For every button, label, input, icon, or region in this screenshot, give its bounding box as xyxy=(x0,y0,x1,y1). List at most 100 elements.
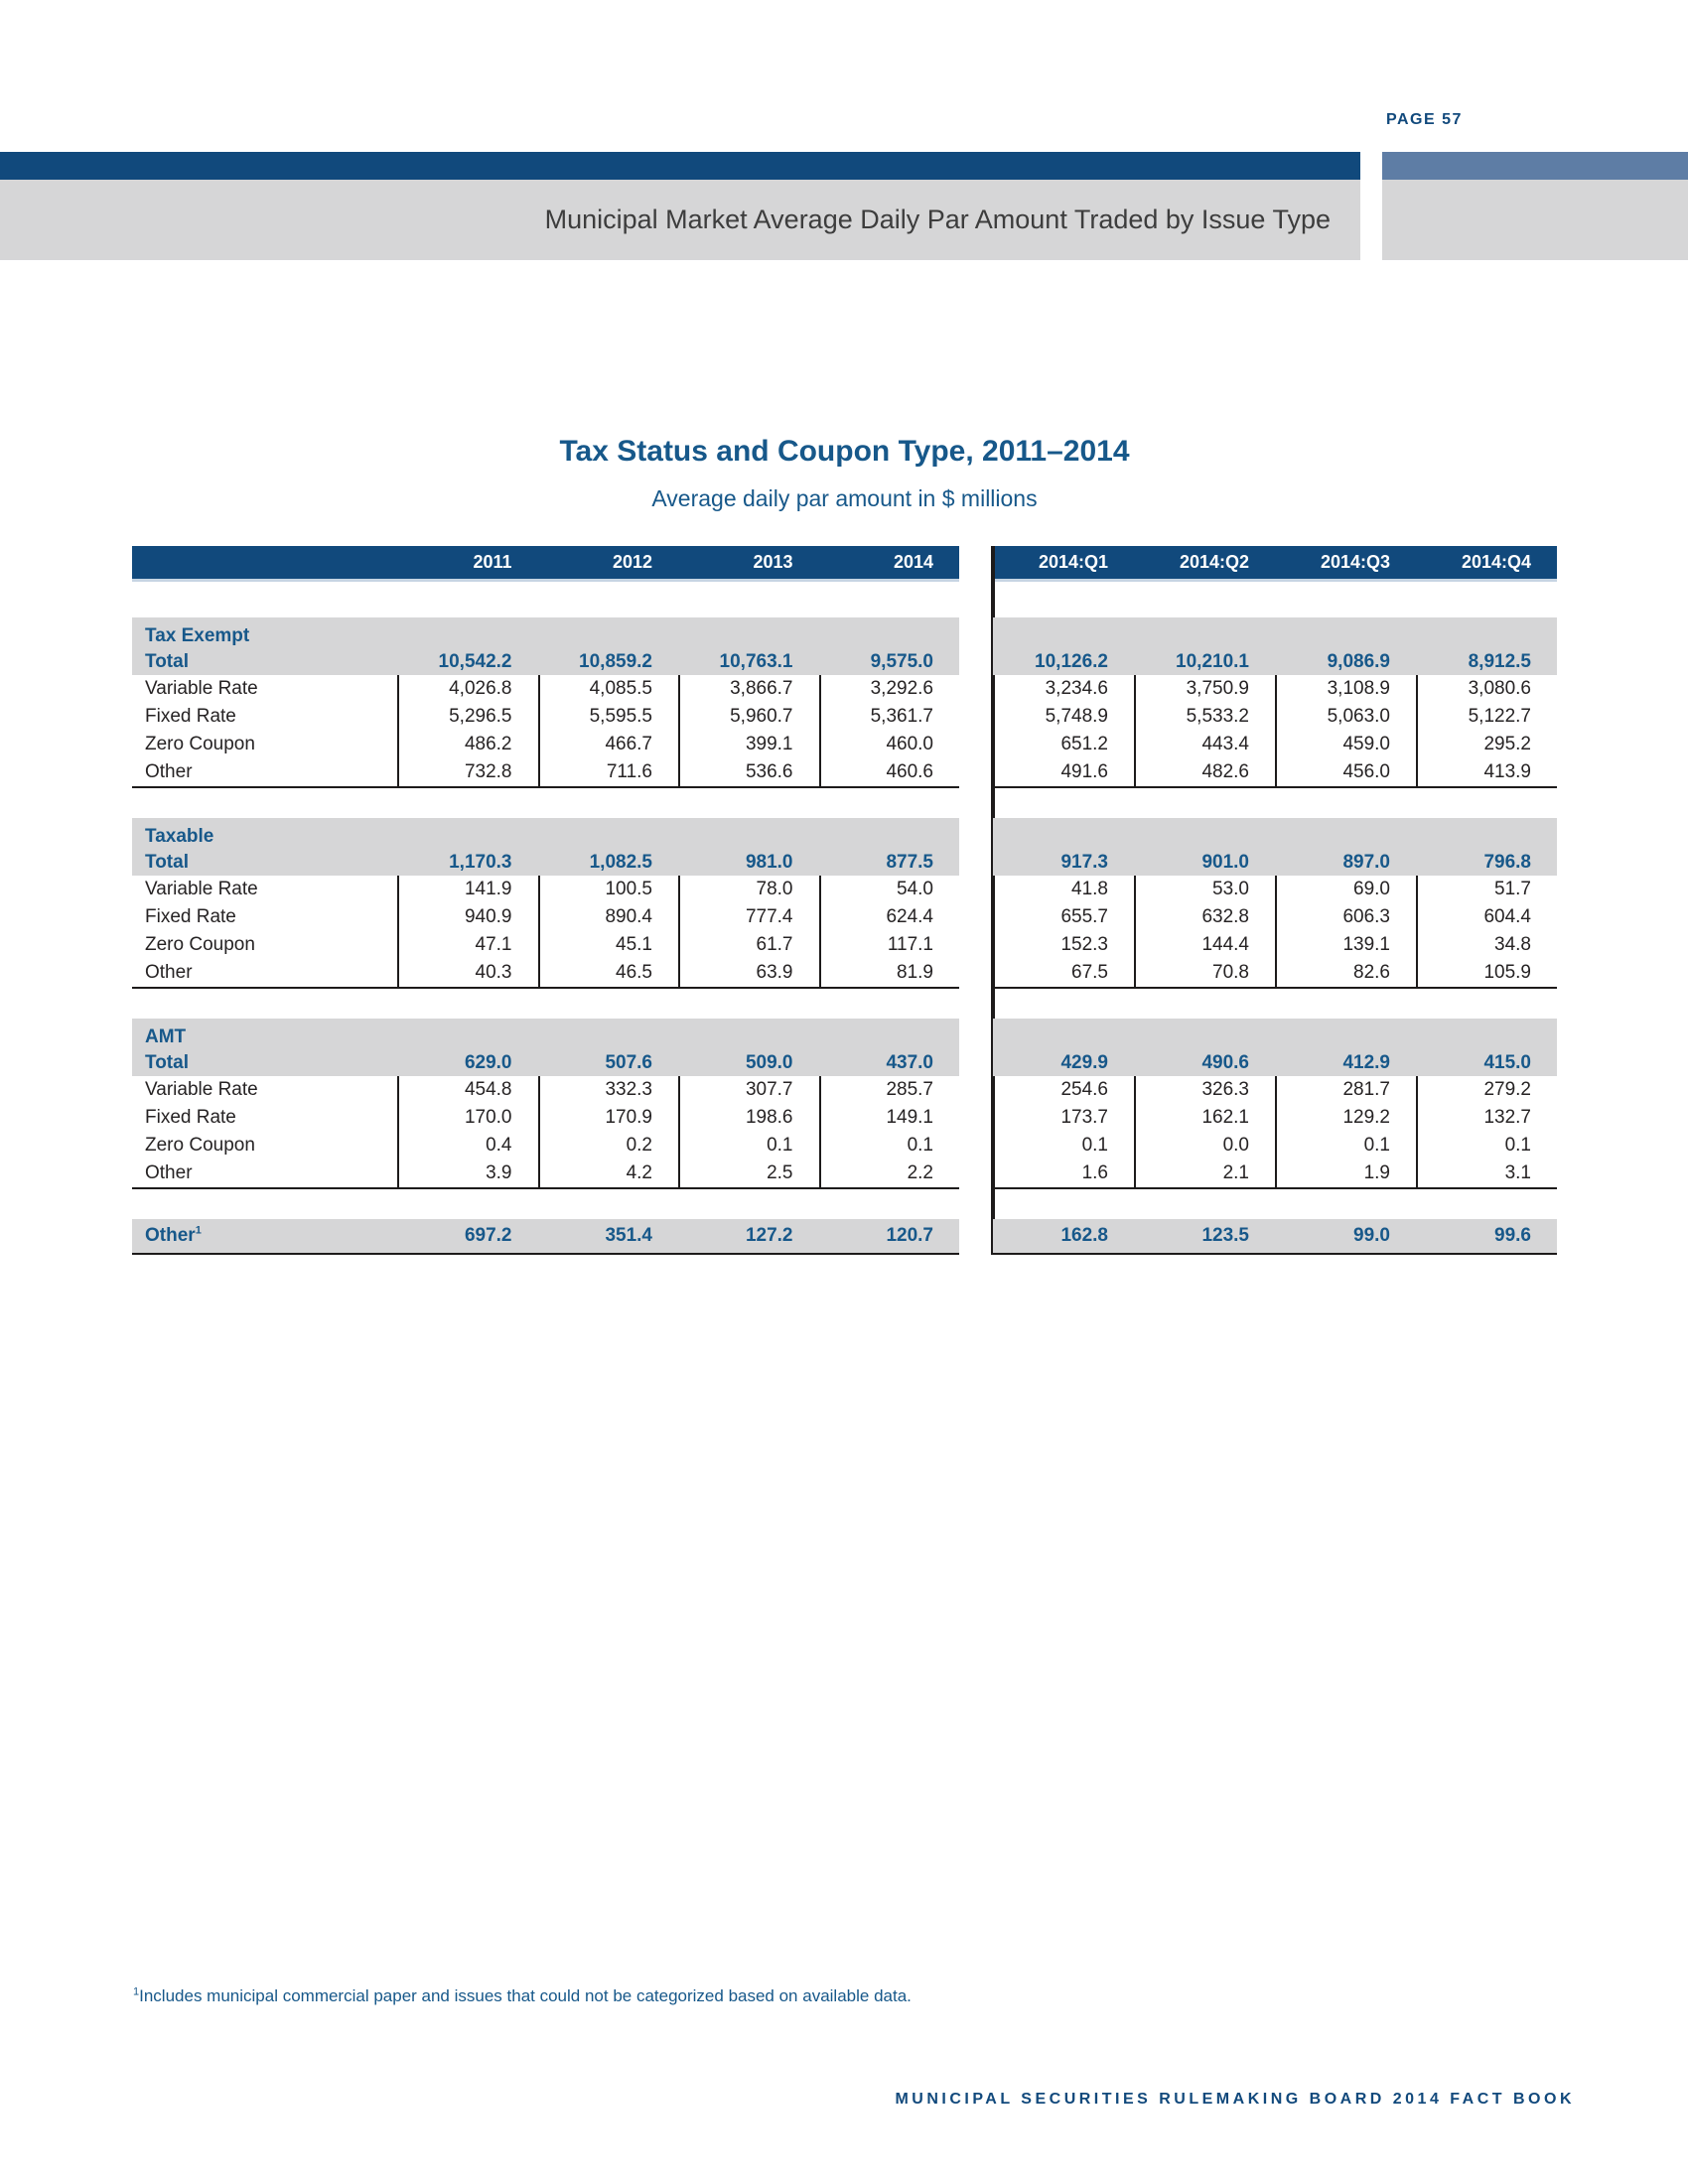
total-cell: 1,082.5 xyxy=(589,852,652,873)
total-cell: 796.8 xyxy=(1483,852,1531,873)
section-name: AMT xyxy=(145,1026,187,1047)
total-cell: 897.0 xyxy=(1342,852,1390,873)
row-label: Zero Coupon xyxy=(145,934,255,955)
value-cell: 170.0 xyxy=(397,1104,538,1132)
value-cell: 632.8 xyxy=(1134,903,1275,931)
value-cell: 78.0 xyxy=(678,876,819,903)
value-cell: 655.7 xyxy=(1060,906,1108,927)
total-cell: 415.0 xyxy=(1483,1052,1531,1073)
footnote-marker: 1 xyxy=(133,1985,140,1998)
value-cell: 3,866.7 xyxy=(678,675,819,703)
value-cell: 711.6 xyxy=(537,758,679,786)
section-bottom-rule xyxy=(132,1187,1557,1189)
column-gap xyxy=(959,648,993,675)
value-cell: 51.7 xyxy=(1416,876,1557,903)
total-cell: 981.0 xyxy=(745,852,793,873)
value-cell: 0.2 xyxy=(537,1132,679,1160)
total-cell: 123.5 xyxy=(1201,1225,1249,1246)
value-cell: 460.0 xyxy=(818,731,960,758)
band-background xyxy=(132,1019,959,1076)
value-cell: 466.7 xyxy=(537,731,679,758)
value-cell: 285.7 xyxy=(818,1076,960,1104)
value-cell: 61.7 xyxy=(678,931,819,959)
header-title-band-right xyxy=(1382,180,1688,260)
value-cell: 281.7 xyxy=(1275,1076,1416,1104)
section-band-taxable: Taxable Total 1,170.3 1,082.5 981.0 877.… xyxy=(132,818,1557,876)
value-cell: 3,234.6 xyxy=(1045,678,1108,699)
value-cell: 604.4 xyxy=(1416,903,1557,931)
year-header: 2012 xyxy=(537,546,678,582)
table-row: Variable Rate 4,026.8 4,085.5 3,866.7 3,… xyxy=(132,675,1557,703)
quarter-header: 2014:Q1 xyxy=(993,546,1134,582)
value-cell: 2.2 xyxy=(818,1160,960,1187)
value-cell: 141.9 xyxy=(397,876,538,903)
value-cell: 139.1 xyxy=(1275,931,1416,959)
row-label: Fixed Rate xyxy=(145,1107,236,1128)
row-label: Zero Coupon xyxy=(145,734,255,754)
value-cell: 491.6 xyxy=(1060,761,1108,782)
value-cell: 3,292.6 xyxy=(818,675,960,703)
header-spacer xyxy=(132,546,397,582)
column-gap xyxy=(959,959,993,987)
row-label: Variable Rate xyxy=(145,678,258,699)
table-row: Fixed Rate 940.9 890.4 777.4 624.4 655.7… xyxy=(132,903,1557,931)
total-cell: 412.9 xyxy=(1342,1052,1390,1073)
total-label: Total xyxy=(145,1052,189,1073)
value-cell: 1.9 xyxy=(1275,1160,1416,1187)
value-cell: 45.1 xyxy=(537,931,679,959)
value-cell: 149.1 xyxy=(818,1104,960,1132)
total-cell: 99.0 xyxy=(1353,1225,1390,1246)
value-cell: 152.3 xyxy=(1060,934,1108,955)
band-background xyxy=(132,818,959,876)
section-name: Taxable xyxy=(145,826,214,847)
year-header: 2013 xyxy=(678,546,819,582)
row-label: Variable Rate xyxy=(145,1079,258,1100)
column-gap xyxy=(959,758,993,786)
value-cell: 482.6 xyxy=(1134,758,1275,786)
value-cell: 0.4 xyxy=(397,1132,538,1160)
value-cell: 5,595.5 xyxy=(537,703,679,731)
spacer xyxy=(132,989,1557,1019)
value-cell: 144.4 xyxy=(1134,931,1275,959)
table-row: Other 732.8 711.6 536.6 460.6 491.6 482.… xyxy=(132,758,1557,786)
total-cell: 10,859.2 xyxy=(579,651,652,672)
value-cell: 295.2 xyxy=(1416,731,1557,758)
value-cell: 5,533.2 xyxy=(1134,703,1275,731)
total-cell: 351.4 xyxy=(605,1225,652,1246)
value-cell: 5,122.7 xyxy=(1416,703,1557,731)
total-cell: 1,170.3 xyxy=(449,852,512,873)
value-cell: 443.4 xyxy=(1134,731,1275,758)
value-cell: 0.1 xyxy=(1081,1135,1108,1156)
value-cell: 100.5 xyxy=(537,876,679,903)
value-cell: 777.4 xyxy=(678,903,819,931)
value-cell: 459.0 xyxy=(1275,731,1416,758)
value-cell: 5,960.7 xyxy=(678,703,819,731)
section-bottom-rule xyxy=(132,786,1557,788)
value-cell: 41.8 xyxy=(1071,879,1108,899)
value-cell: 129.2 xyxy=(1275,1104,1416,1132)
value-cell: 460.6 xyxy=(818,758,960,786)
total-cell: 697.2 xyxy=(464,1225,512,1246)
value-cell: 40.3 xyxy=(397,959,538,987)
total-cell: 9,086.9 xyxy=(1327,651,1390,672)
value-cell: 651.2 xyxy=(1060,734,1108,754)
value-cell: 2.1 xyxy=(1134,1160,1275,1187)
total-cell: 437.0 xyxy=(886,1052,933,1073)
value-cell: 46.5 xyxy=(537,959,679,987)
value-cell: 132.7 xyxy=(1416,1104,1557,1132)
year-header: 2014 xyxy=(818,546,959,582)
band-background xyxy=(993,617,1557,675)
value-cell: 332.3 xyxy=(537,1076,679,1104)
table-title: Tax Status and Coupon Type, 2011–2014 xyxy=(559,435,1130,468)
value-cell: 454.8 xyxy=(397,1076,538,1104)
column-gap xyxy=(959,1049,993,1076)
total-cell: 429.9 xyxy=(1060,1052,1108,1073)
value-cell: 2.5 xyxy=(678,1160,819,1187)
footnote: 1Includes municipal commercial paper and… xyxy=(133,1985,912,2005)
total-cell: 901.0 xyxy=(1201,852,1249,873)
total-cell: 509.0 xyxy=(745,1052,793,1073)
value-cell: 54.0 xyxy=(818,876,960,903)
value-cell: 279.2 xyxy=(1416,1076,1557,1104)
header-navy-bar xyxy=(0,152,1360,180)
section-band-tax-exempt: Tax Exempt Total 10,542.2 10,859.2 10,76… xyxy=(132,617,1557,675)
